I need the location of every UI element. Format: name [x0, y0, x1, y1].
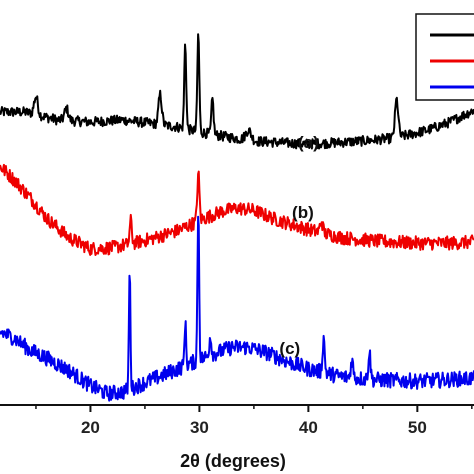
curve-label-c: (c) [279, 339, 300, 358]
x-axis-title: 2θ (degrees) [180, 451, 286, 471]
series-line-b [0, 163, 474, 257]
x-axis: 20 30 40 50 [0, 404, 474, 437]
series-line-c [0, 215, 474, 402]
curve-label-a: (a) [298, 133, 319, 152]
x-tick-label-30: 30 [190, 418, 209, 437]
x-tick-label-20: 20 [81, 418, 100, 437]
x-tick-label-50: 50 [408, 418, 427, 437]
series-layer [0, 33, 474, 402]
legend [415, 13, 474, 101]
x-tick-label-40: 40 [299, 418, 318, 437]
curve-label-b: (b) [292, 203, 314, 222]
curve-label-layer: (a) (b) (c) [279, 133, 318, 358]
series-line-a [0, 33, 474, 150]
